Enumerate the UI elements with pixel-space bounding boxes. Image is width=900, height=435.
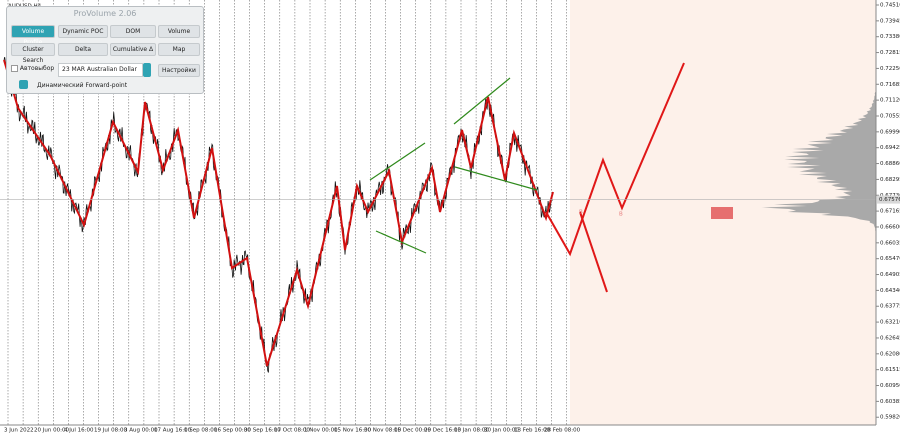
x-tick-label: 17 Aug 16:00 bbox=[154, 428, 192, 434]
button[interactable]: Volume bbox=[158, 25, 200, 38]
button[interactable]: DOM bbox=[110, 25, 156, 38]
time-grid bbox=[7, 0, 567, 425]
y-tick-label: 0.66035 bbox=[880, 240, 900, 246]
x-tick-label: 30 Jan 00:00 bbox=[484, 428, 519, 434]
toggle[interactable] bbox=[19, 80, 28, 89]
y-tick-label: 0.64905 bbox=[880, 272, 900, 278]
volume-profile bbox=[761, 92, 876, 238]
y-tick-label: 0.60385 bbox=[880, 399, 900, 405]
x-tick-label: 30 Nov 08:00 bbox=[364, 428, 402, 434]
auto-select-label: Автовыбор bbox=[19, 65, 55, 72]
x-tick-label: 3 Aug 00:00 bbox=[124, 428, 158, 434]
x-tick-label: 13 Feb 16:00 bbox=[514, 428, 551, 434]
panel-title: ProVolume 2.06 bbox=[73, 9, 137, 18]
button[interactable]: Dynamic POC bbox=[58, 25, 108, 38]
marker: B bbox=[579, 210, 583, 216]
provolume-panel: ProVolume 2.06 Volume Profile Dynamic PO… bbox=[6, 6, 204, 94]
button[interactable]: Cumulative Δ bbox=[110, 43, 156, 56]
y-tick-label: 0.61515 bbox=[880, 367, 900, 373]
current-price-label: 0.67576 bbox=[879, 197, 900, 203]
channels bbox=[369, 77, 538, 254]
instrument: 23 MAR Australian Dollar bbox=[62, 66, 137, 73]
button[interactable]: Delta bbox=[58, 43, 108, 56]
x-tick-label: 4 Jul 16:00 bbox=[64, 428, 94, 434]
x-tick-label: 28 Feb 08:00 bbox=[544, 428, 581, 434]
button[interactable]: Map bbox=[158, 43, 200, 56]
y-tick-label: 0.63775 bbox=[880, 304, 900, 310]
y-tick-label: 0.69425 bbox=[880, 145, 900, 151]
y-tick-label: 0.72815 bbox=[880, 50, 900, 56]
dropdown-arrow[interactable] bbox=[143, 63, 151, 77]
x-tick-label: 19 Jul 08:00 bbox=[94, 428, 127, 434]
button[interactable]: Настройки bbox=[158, 64, 200, 77]
y-tick-label: 0.73945 bbox=[880, 18, 900, 24]
x-tick-label: 20 Jun 00:00 bbox=[34, 428, 69, 434]
y-tick-label: 0.62645 bbox=[880, 335, 900, 341]
x-tick-label: 15 Dec 00:00 bbox=[394, 428, 431, 434]
y-tick-label: 0.67165 bbox=[880, 209, 900, 215]
button[interactable]: Volume Profile bbox=[11, 25, 55, 46]
forward-point: Динамический Forward-point bbox=[37, 82, 128, 89]
current-price-box bbox=[877, 195, 900, 204]
forecast-up bbox=[545, 62, 685, 257]
zigzag bbox=[3, 59, 554, 367]
x-tick-label: 30 Sep 16:00 bbox=[244, 428, 281, 434]
y-tick-label: 0.68295 bbox=[880, 177, 900, 183]
x-tick-label: 13 Jan 08:00 bbox=[454, 428, 489, 434]
y-tick-label: 0.70555 bbox=[880, 113, 900, 119]
x-tick-label: 29 Dec 16:00 bbox=[424, 428, 461, 434]
x-tick-label: 16 Sep 00:00 bbox=[214, 428, 251, 434]
x-tick-label: 3 Jun 2022 bbox=[4, 428, 34, 434]
forecast-down bbox=[579, 211, 608, 293]
y-tick-label: 0.71685 bbox=[880, 82, 900, 88]
x-tick-label: 1 Sep 08:00 bbox=[184, 428, 218, 434]
x-tick-label: 15 Nov 16:00 bbox=[334, 428, 372, 434]
price-tag bbox=[711, 207, 733, 219]
x-tick-label: 17 Oct 08:00 bbox=[274, 428, 310, 434]
marker: B bbox=[619, 212, 623, 218]
x-tick-label: 1 Nov 00:00 bbox=[304, 428, 338, 434]
button[interactable]: Cluster Search bbox=[11, 43, 55, 64]
instrument-select[interactable]: 23 MAR Australian Dollar bbox=[58, 63, 143, 77]
auto-select[interactable]: Автовыбор bbox=[11, 65, 54, 72]
